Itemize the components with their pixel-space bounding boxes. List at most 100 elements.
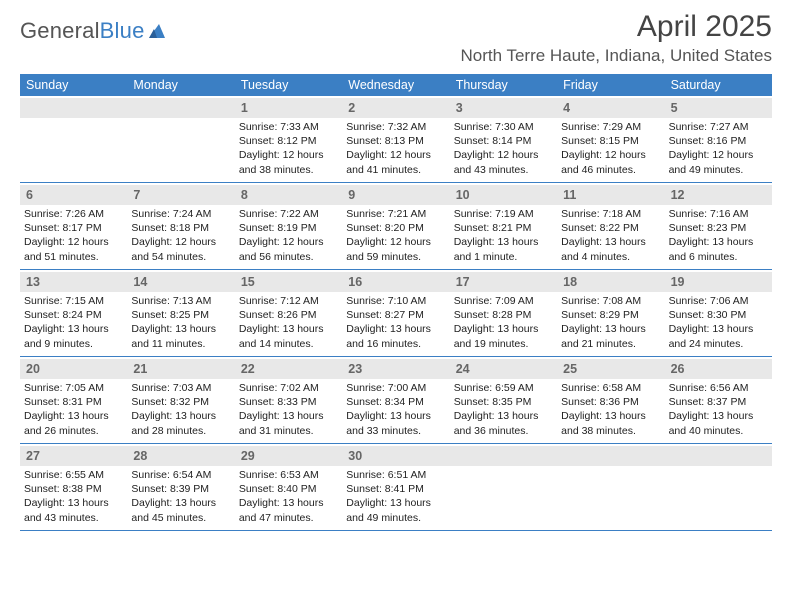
day-cell: 14 Sunrise: 7:13 AMSunset: 8:25 PMDayligh… [127,270,234,356]
day-number-row: 18 [557,272,664,292]
day-number-row: 17 [450,272,557,292]
daylight-line: Daylight: 12 hours and 56 minutes. [239,235,338,263]
sunset-line: Sunset: 8:18 PM [131,221,230,235]
sunrise-line: Sunrise: 7:24 AM [131,207,230,221]
weekday-header-row: SundayMondayTuesdayWednesdayThursdayFrid… [20,74,772,96]
calendar-week: 001Sunrise: 7:33 AMSunset: 8:12 PMDaylig… [20,96,772,183]
day-cell: 0 [20,96,127,182]
day-number: 14 [133,275,147,289]
weekday-header: Tuesday [235,74,342,96]
day-number-row: 26 [665,359,772,379]
daylight-line: Daylight: 12 hours and 46 minutes. [561,148,660,176]
weekday-header: Saturday [665,74,772,96]
sunset-line: Sunset: 8:36 PM [561,395,660,409]
day-cell: 12Sunrise: 7:16 AMSunset: 8:23 PMDayligh… [665,183,772,269]
day-cell: 23 Sunrise: 7:00 AMSunset: 8:34 PMDayligh… [342,357,449,443]
day-number-row: 29 [235,446,342,466]
daylight-line: Daylight: 13 hours and 36 minutes. [454,409,553,437]
day-cell: 4Sunrise: 7:29 AMSunset: 8:15 PMDaylight… [557,96,664,182]
day-info: Sunrise: 6:58 AMSunset: 8:36 PMDaylight:… [561,379,660,438]
day-number-row: 2 [342,98,449,118]
calendar-week: 6Sunrise: 7:26 AMSunset: 8:17 PMDaylight… [20,183,772,270]
day-number: 6 [26,188,33,202]
day-cell: 29Sunrise: 6:53 AMSunset: 8:40 PMDayligh… [235,444,342,530]
sunset-line: Sunset: 8:41 PM [346,482,445,496]
daylight-line: Daylight: 13 hours and 19 minutes. [454,322,553,350]
sunrise-line: Sunrise: 7:00 AM [346,381,445,395]
day-number-row: 30 [342,446,449,466]
day-number-row: 11 [557,185,664,205]
day-number-row: 0 [557,446,664,466]
sunrise-line: Sunrise: 6:56 AM [669,381,768,395]
sunset-line: Sunset: 8:12 PM [239,134,338,148]
day-number-row: 3 [450,98,557,118]
day-cell: 22 Sunrise: 7:02 AMSunset: 8:33 PMDayligh… [235,357,342,443]
day-number: 26 [671,362,685,376]
day-cell: 27Sunrise: 6:55 AMSunset: 8:38 PMDayligh… [20,444,127,530]
day-cell: 0 [450,444,557,530]
daylight-line: Daylight: 13 hours and 38 minutes. [561,409,660,437]
day-number: 28 [133,449,147,463]
day-number: 9 [348,188,355,202]
daylight-line: Daylight: 13 hours and 49 minutes. [346,496,445,524]
sunrise-line: Sunrise: 6:58 AM [561,381,660,395]
day-number: 16 [348,275,362,289]
day-number-row: 10 [450,185,557,205]
day-info: Sunrise: 7:13 AMSunset: 8:25 PMDaylight:… [131,292,230,351]
sunrise-line: Sunrise: 7:16 AM [669,207,768,221]
weekday-header: Thursday [450,74,557,96]
day-cell: 20Sunrise: 7:05 AMSunset: 8:31 PMDayligh… [20,357,127,443]
sunset-line: Sunset: 8:27 PM [346,308,445,322]
weekday-header: Sunday [20,74,127,96]
day-cell: 26Sunrise: 6:56 AMSunset: 8:37 PMDayligh… [665,357,772,443]
day-number: 23 [348,362,362,376]
day-number-row: 16 [342,272,449,292]
daylight-line: Daylight: 13 hours and 45 minutes. [131,496,230,524]
daylight-line: Daylight: 13 hours and 21 minutes. [561,322,660,350]
sunset-line: Sunset: 8:33 PM [239,395,338,409]
sunset-line: Sunset: 8:15 PM [561,134,660,148]
sunset-line: Sunset: 8:23 PM [669,221,768,235]
logo-word1: General [20,18,100,43]
day-info: Sunrise: 6:53 AMSunset: 8:40 PMDaylight:… [239,466,338,525]
day-info: Sunrise: 6:51 AMSunset: 8:41 PMDaylight:… [346,466,445,525]
day-number-row: 27 [20,446,127,466]
day-number: 5 [671,101,678,115]
weekday-header: Wednesday [342,74,449,96]
sunrise-line: Sunrise: 7:08 AM [561,294,660,308]
day-number: 19 [671,275,685,289]
day-info: Sunrise: 7:00 AMSunset: 8:34 PMDaylight:… [346,379,445,438]
daylight-line: Daylight: 13 hours and 26 minutes. [24,409,123,437]
calendar-weeks: 001Sunrise: 7:33 AMSunset: 8:12 PMDaylig… [20,96,772,531]
day-number-row: 12 [665,185,772,205]
day-info: Sunrise: 7:05 AMSunset: 8:31 PMDaylight:… [24,379,123,438]
day-info: Sunrise: 7:02 AMSunset: 8:33 PMDaylight:… [239,379,338,438]
weekday-header: Friday [557,74,664,96]
sunset-line: Sunset: 8:32 PM [131,395,230,409]
daylight-line: Daylight: 12 hours and 43 minutes. [454,148,553,176]
day-number: 17 [456,275,470,289]
day-number: 22 [241,362,255,376]
day-number-row: 8 [235,185,342,205]
day-info: Sunrise: 7:22 AMSunset: 8:19 PMDaylight:… [239,205,338,264]
day-number-row: 6 [20,185,127,205]
day-number: 18 [563,275,577,289]
day-cell: 3Sunrise: 7:30 AMSunset: 8:14 PMDaylight… [450,96,557,182]
weekday-header: Monday [127,74,234,96]
sunset-line: Sunset: 8:25 PM [131,308,230,322]
day-number: 15 [241,275,255,289]
logo: GeneralBlue [20,10,167,44]
sunrise-line: Sunrise: 7:10 AM [346,294,445,308]
day-cell: 17Sunrise: 7:09 AMSunset: 8:28 PMDayligh… [450,270,557,356]
day-cell: 19Sunrise: 7:06 AMSunset: 8:30 PMDayligh… [665,270,772,356]
day-number: 8 [241,188,248,202]
daylight-line: Daylight: 12 hours and 41 minutes. [346,148,445,176]
day-info: Sunrise: 7:29 AMSunset: 8:15 PMDaylight:… [561,118,660,177]
daylight-line: Daylight: 13 hours and 16 minutes. [346,322,445,350]
sunset-line: Sunset: 8:21 PM [454,221,553,235]
daylight-line: Daylight: 13 hours and 9 minutes. [24,322,123,350]
day-cell: 1Sunrise: 7:33 AMSunset: 8:12 PMDaylight… [235,96,342,182]
sunrise-line: Sunrise: 7:12 AM [239,294,338,308]
sunrise-line: Sunrise: 7:33 AM [239,120,338,134]
calendar: SundayMondayTuesdayWednesdayThursdayFrid… [20,74,772,531]
